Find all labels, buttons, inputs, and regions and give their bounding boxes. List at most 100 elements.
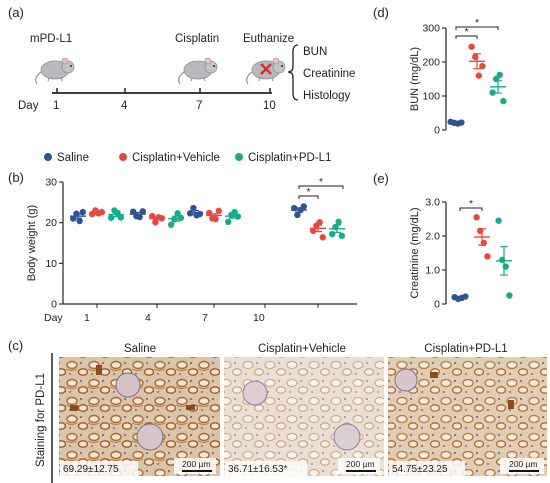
data-point bbox=[117, 214, 125, 221]
data-point bbox=[468, 43, 475, 50]
y-tick-label: 3.0 bbox=[425, 197, 440, 209]
value-bg bbox=[60, 461, 138, 476]
data-point bbox=[190, 204, 197, 212]
data-point bbox=[310, 227, 317, 234]
timeline: Day 1 4 7 10 mPD-L1 Cisplatin Euthanize … bbox=[18, 33, 355, 112]
significance-label: * bbox=[469, 198, 473, 210]
significance-label: * bbox=[306, 186, 310, 198]
timeline-event-mpdl1: mPD-L1 bbox=[30, 33, 72, 45]
stain-spot bbox=[508, 400, 514, 409]
legend-marker-pdl1 bbox=[235, 153, 243, 161]
micrograph-pdl1: 200 µm 54.75±23.25 bbox=[388, 357, 547, 476]
y-tick-label: 200 bbox=[422, 57, 440, 69]
stain-spot bbox=[96, 365, 102, 375]
data-point bbox=[329, 230, 336, 238]
significance-bracket bbox=[455, 35, 478, 39]
data-point bbox=[500, 97, 507, 105]
readout-creatinine: Creatinine bbox=[303, 68, 355, 80]
readout-bun: BUN bbox=[303, 46, 327, 58]
y-tick-label: 20 bbox=[45, 217, 57, 229]
glomerulus bbox=[115, 372, 141, 398]
data-point bbox=[177, 214, 184, 221]
y-tick-label: 0 bbox=[434, 125, 440, 137]
legend-label-vehicle: Cisplatin+Vehicle bbox=[132, 152, 220, 164]
readout-brace bbox=[287, 44, 299, 101]
data-point bbox=[206, 209, 213, 217]
x-tick-label: 7 bbox=[202, 312, 208, 324]
significance-bracket bbox=[455, 26, 499, 30]
stain-spot bbox=[430, 372, 438, 378]
y-tick-label: 300 bbox=[422, 23, 440, 35]
data-point bbox=[479, 62, 486, 70]
y-tick-label: 0 bbox=[51, 299, 57, 311]
timeline-event-euthanize: Euthanize bbox=[243, 33, 294, 45]
glomerulus bbox=[333, 423, 361, 451]
y-tick-label: 1.0 bbox=[425, 265, 440, 277]
timeline-event-cisplatin: Cisplatin bbox=[175, 33, 219, 45]
y-tick-label: 2.0 bbox=[425, 231, 440, 243]
micro-value-vehicle: 36.71±16.53* bbox=[228, 464, 288, 475]
data-point bbox=[108, 214, 115, 221]
micro-value-pdl1: 54.75±23.25 bbox=[392, 464, 448, 475]
legend-label-pdl1: Cisplatin+PD-L1 bbox=[248, 152, 331, 164]
micro-title-pdl1: Cisplatin+PD-L1 bbox=[424, 343, 507, 355]
panel-label-b: (b) bbox=[8, 170, 24, 185]
chart-creatinine: 0 1.0 2.0 3.0 Creatinine (mg/dL) * bbox=[409, 197, 513, 311]
data-point bbox=[294, 211, 301, 219]
y-tick-label: 30 bbox=[45, 177, 57, 189]
micrograph-saline: 200 µm 69.29±12.75 bbox=[59, 357, 220, 476]
micrograph-vehicle-image bbox=[224, 357, 384, 476]
stain-spot bbox=[70, 405, 78, 411]
timeline-day-4: 4 bbox=[121, 100, 128, 112]
y-tick-label: 0 bbox=[434, 299, 440, 311]
data-point bbox=[475, 72, 482, 79]
data-point bbox=[70, 215, 77, 222]
timeline-day-7: 7 bbox=[196, 100, 202, 112]
data-point bbox=[506, 292, 513, 299]
y-axis-title: BUN (mg/dL) bbox=[409, 47, 421, 111]
y-axis-title: Creatinine (mg/dL) bbox=[409, 207, 421, 298]
data-point bbox=[171, 216, 178, 223]
value-bg bbox=[389, 461, 465, 476]
data-point bbox=[316, 219, 323, 226]
stain-spot bbox=[186, 405, 195, 410]
significance-label: * bbox=[464, 26, 468, 38]
glomerulus bbox=[136, 423, 164, 451]
data-point bbox=[319, 234, 326, 241]
x-tick-label: 10 bbox=[253, 312, 265, 324]
timeline-day-label: Day bbox=[18, 100, 39, 112]
micro-value-saline: 69.29±12.75 bbox=[63, 464, 119, 475]
data-point bbox=[225, 218, 232, 226]
micro-scale-pdl1: 200 µm bbox=[509, 459, 538, 469]
significance-bracket bbox=[298, 185, 344, 189]
x-tick-label: 4 bbox=[145, 312, 151, 324]
x-tick-label: 1 bbox=[84, 312, 90, 324]
significance-bracket bbox=[298, 195, 319, 199]
micro-side-label: Staining for PD-L1 bbox=[35, 373, 47, 467]
panel-label-e: (e) bbox=[373, 171, 389, 186]
mouse-icon bbox=[35, 57, 75, 85]
micrograph-vehicle: 200 µm 36.71±16.53* bbox=[224, 357, 384, 476]
micrographs: Staining for PD-L1 Saline Cisplatin+Vehi… bbox=[35, 343, 547, 483]
legend-marker-saline bbox=[44, 153, 52, 161]
data-point bbox=[473, 214, 480, 221]
data-point bbox=[496, 71, 503, 79]
micro-scale-saline: 200 µm bbox=[182, 459, 211, 469]
data-point bbox=[215, 207, 222, 215]
legend: Saline Cisplatin+Vehicle Cisplatin+PD-L1 bbox=[44, 152, 331, 164]
data-point bbox=[484, 253, 491, 260]
significance-bracket bbox=[459, 207, 483, 211]
legend-label-saline: Saline bbox=[57, 152, 89, 164]
chart-body-weight: 0 10 20 30 Body weight (g) Day 1 4 7 10 * * bbox=[26, 176, 357, 324]
mouse-icons bbox=[35, 57, 286, 85]
micrograph-saline-image bbox=[59, 357, 220, 476]
y-tick-label: 10 bbox=[45, 258, 57, 270]
mouse-icon bbox=[178, 57, 218, 85]
data-point bbox=[338, 232, 345, 239]
data-point bbox=[152, 219, 159, 226]
legend-marker-vehicle bbox=[119, 153, 127, 161]
micro-scale-vehicle: 200 µm bbox=[346, 459, 375, 469]
significance-label: * bbox=[319, 176, 323, 188]
data-point bbox=[174, 210, 181, 217]
